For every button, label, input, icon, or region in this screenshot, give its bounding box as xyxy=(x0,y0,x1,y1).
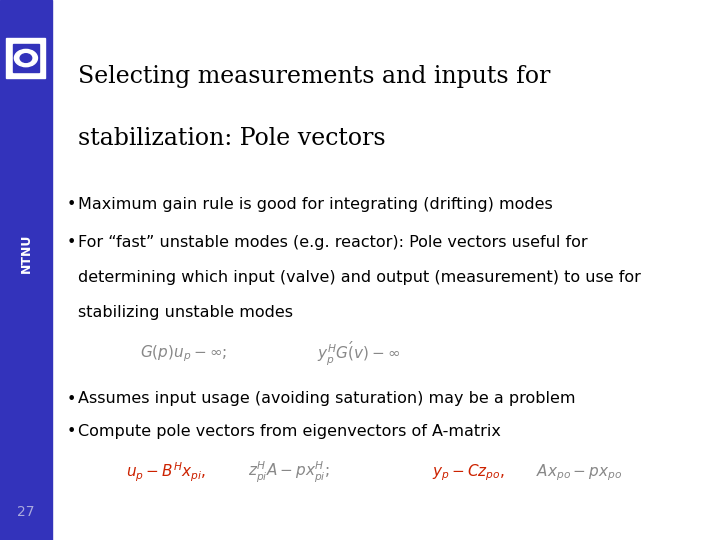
Text: $G(p)u_p - \infty;$: $G(p)u_p - \infty;$ xyxy=(140,343,228,364)
Text: Assumes input usage (avoiding saturation) may be a problem: Assumes input usage (avoiding saturation… xyxy=(78,392,575,407)
Text: stabilization: Pole vectors: stabilization: Pole vectors xyxy=(78,127,385,150)
Text: determining which input (valve) and output (measurement) to use for: determining which input (valve) and outp… xyxy=(78,270,641,285)
Text: NTNU: NTNU xyxy=(19,234,32,273)
Text: Selecting measurements and inputs for: Selecting measurements and inputs for xyxy=(78,65,550,88)
Text: $u_p - B^H x_{pi},$: $u_p - B^H x_{pi},$ xyxy=(126,461,207,484)
Bar xyxy=(0,0,52,540)
Text: Maximum gain rule is good for integrating (drifting) modes: Maximum gain rule is good for integratin… xyxy=(78,197,552,212)
Text: •: • xyxy=(67,424,76,439)
Text: Compute pole vectors from eigenvectors of A-matrix: Compute pole vectors from eigenvectors o… xyxy=(78,424,500,439)
Text: $Ax_{po} - px_{po}$: $Ax_{po} - px_{po}$ xyxy=(536,462,623,483)
Text: $y_p^H G\'(v) - \infty$: $y_p^H G\'(v) - \infty$ xyxy=(317,340,400,368)
Text: •: • xyxy=(67,392,76,407)
Text: $z_{pi}^H A - px_{pi}^H;$: $z_{pi}^H A - px_{pi}^H;$ xyxy=(248,460,330,485)
Text: stabilizing unstable modes: stabilizing unstable modes xyxy=(78,305,293,320)
Circle shape xyxy=(20,54,32,62)
Text: For “fast” unstable modes (e.g. reactor): Pole vectors useful for: For “fast” unstable modes (e.g. reactor)… xyxy=(78,235,588,250)
Text: $y_p - Cz_{po},$: $y_p - Cz_{po},$ xyxy=(432,462,505,483)
Bar xyxy=(6,38,45,78)
Text: •: • xyxy=(67,197,76,212)
Bar xyxy=(13,44,39,72)
Circle shape xyxy=(14,50,37,67)
Text: 27: 27 xyxy=(17,505,35,519)
Text: •: • xyxy=(67,235,76,250)
